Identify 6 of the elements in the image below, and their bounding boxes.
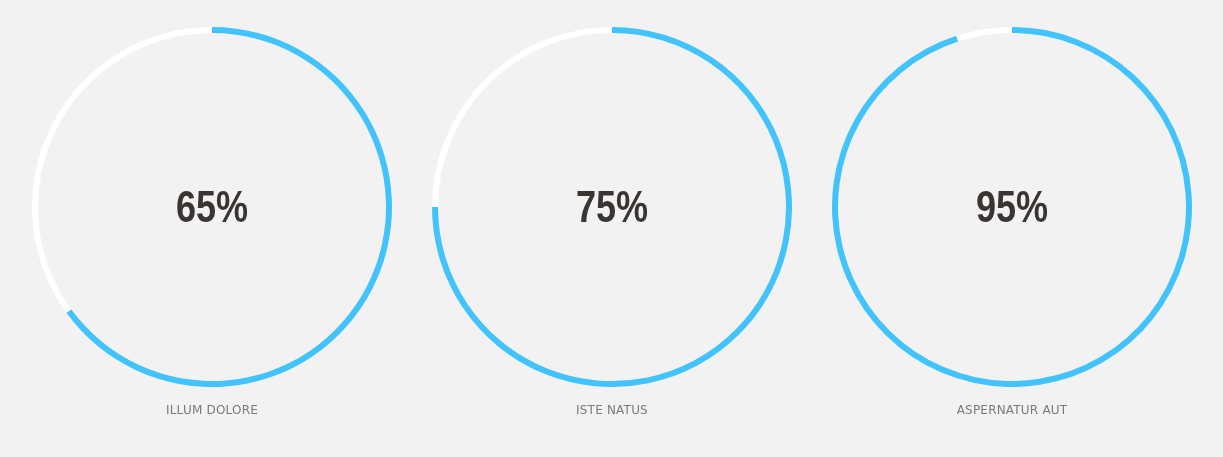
text: ISTE NATUS [575,403,649,417]
data-label: 75% [575,182,649,232]
data-label: 65% [175,182,249,232]
text: ILLUM DOLORE [165,403,259,417]
text: ASPERNATUR AUT [955,403,1069,417]
data-label: 95% [975,182,1049,232]
